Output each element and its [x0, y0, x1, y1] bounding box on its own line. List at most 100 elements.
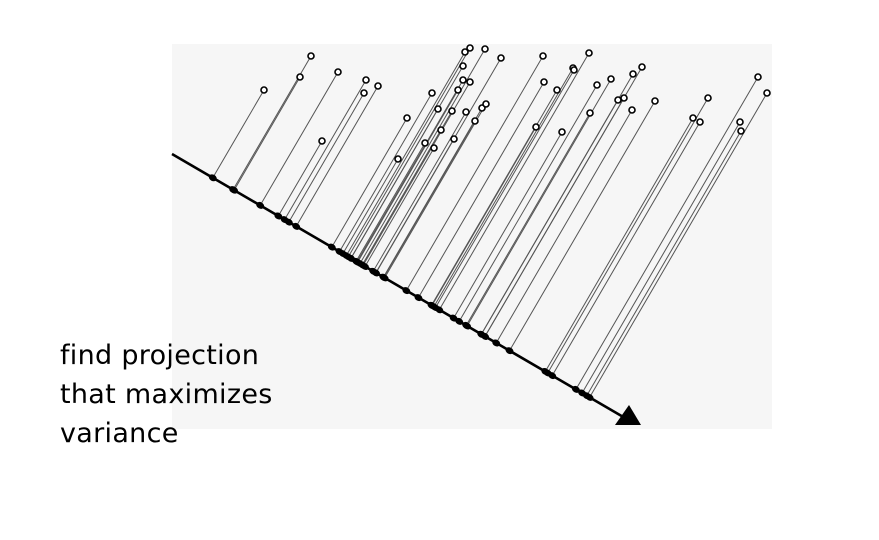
data-point: [437, 126, 445, 134]
projected-point: [541, 368, 550, 375]
projection-line: [495, 109, 633, 344]
data-point: [638, 63, 646, 71]
data-point: [570, 66, 578, 74]
data-point: [607, 75, 615, 83]
data-point: [428, 89, 436, 97]
caption-line-3: variance: [60, 418, 179, 449]
projection-line: [295, 85, 379, 227]
projection-line: [364, 147, 435, 267]
data-point: [614, 96, 622, 104]
projection-line: [339, 92, 433, 252]
data-point: [360, 89, 368, 97]
data-point: [374, 82, 382, 90]
projected-point: [208, 174, 217, 182]
projection-line: [342, 158, 399, 254]
projection-line: [384, 103, 487, 279]
projection-line: [259, 71, 339, 206]
data-point: [737, 127, 745, 135]
data-point: [628, 106, 636, 114]
projection-line: [431, 89, 558, 306]
projection-line: [544, 117, 694, 372]
projection-line: [458, 84, 598, 322]
data-point: [763, 89, 771, 97]
projection-line: [288, 92, 365, 223]
projected-point: [571, 385, 580, 393]
data-point: [471, 117, 479, 125]
projected-point: [284, 218, 293, 226]
data-point: [461, 48, 469, 56]
projected-points: [208, 174, 594, 401]
data-point: [482, 100, 490, 108]
data-point: [459, 76, 467, 84]
data-point: [394, 155, 402, 163]
data-point: [334, 68, 342, 76]
caption-line-1: find projection: [60, 340, 260, 371]
projection-line: [466, 78, 612, 327]
projection-line: [589, 92, 768, 398]
data-point: [362, 76, 370, 84]
data-point: [466, 78, 474, 86]
projected-point: [548, 372, 557, 380]
projected-point: [327, 243, 336, 251]
data-point: [629, 70, 637, 78]
data-point: [539, 52, 547, 60]
data-point: [553, 86, 561, 94]
projection-line: [431, 126, 537, 306]
projection-line: [547, 97, 709, 374]
projection-line: [212, 89, 265, 179]
data-point: [462, 108, 470, 116]
data-point: [434, 105, 442, 113]
projected-point: [359, 261, 368, 269]
projection-line: [233, 76, 301, 191]
projection-line: [417, 81, 545, 298]
data-point: [540, 78, 548, 86]
data-point: [481, 45, 489, 53]
data-point: [466, 44, 474, 52]
data-point: [450, 135, 458, 143]
data-point: [459, 62, 467, 70]
data-point: [585, 49, 593, 57]
projected-point: [505, 347, 514, 355]
data-point: [497, 54, 505, 62]
data-point: [532, 123, 540, 131]
projection-line: [356, 79, 464, 263]
data-point: [421, 139, 429, 147]
projected-point: [585, 393, 594, 401]
projected-point: [379, 273, 388, 281]
projection-line: [331, 117, 408, 248]
projected-point: [481, 332, 489, 340]
projected-point: [274, 212, 283, 220]
projection-line: [345, 51, 466, 256]
arrowhead-icon: [615, 405, 641, 425]
projection-line: [435, 69, 575, 308]
data-point: [651, 97, 659, 105]
data-points: [260, 44, 771, 163]
projection-line: [284, 79, 367, 220]
projection-line: [277, 140, 323, 217]
data-point: [318, 137, 326, 145]
projection-line: [551, 121, 701, 376]
data-point: [736, 118, 744, 126]
projected-point: [414, 294, 423, 302]
data-point: [558, 128, 566, 136]
projection-line: [581, 121, 741, 394]
projection-line: [359, 48, 486, 264]
data-point: [307, 52, 315, 60]
data-point: [448, 107, 456, 115]
projected-point: [402, 287, 411, 295]
projection-line: [586, 130, 742, 396]
projection-line: [405, 55, 544, 291]
projection-line: [484, 66, 643, 337]
projected-point: [344, 253, 353, 261]
projected-point: [292, 222, 301, 230]
projection-line: [383, 120, 476, 278]
data-point: [403, 114, 411, 122]
projection-line: [357, 89, 459, 263]
data-point: [620, 94, 628, 102]
caption-line-2: that maximizes: [60, 379, 273, 410]
projected-point: [455, 317, 464, 325]
projection-line: [347, 47, 471, 258]
projection-line: [433, 67, 574, 307]
projection-line: [355, 142, 426, 262]
